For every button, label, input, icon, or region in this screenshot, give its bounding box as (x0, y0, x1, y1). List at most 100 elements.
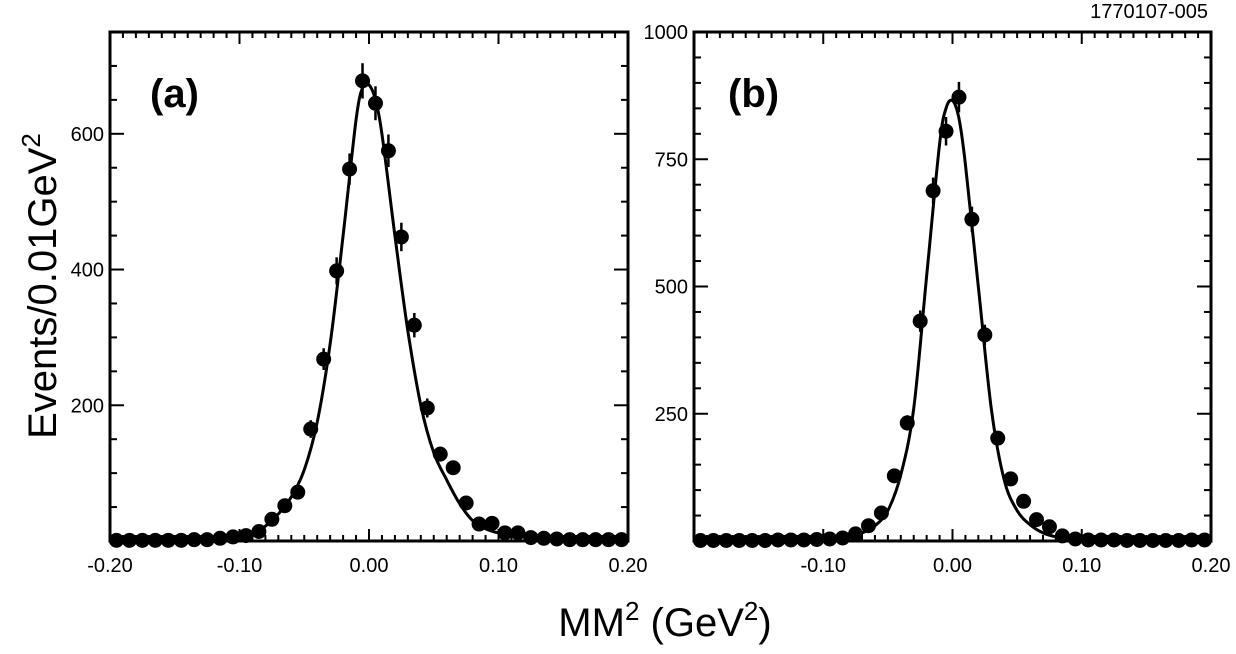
panel-b-data-point (705, 532, 721, 548)
panel-a-data-point (134, 532, 150, 548)
panel-a-axes: -0.20 -0.10 0.00 0.10 0.20 200 400 600 (71, 31, 648, 577)
panel-a-data-point (523, 530, 539, 546)
panel-b-data-point (1184, 532, 1200, 548)
figure-id: 1770107-005 (1090, 1, 1208, 23)
panel-a-data-point (108, 532, 124, 548)
panel-b-data-point (1119, 532, 1135, 548)
panel-b-points (692, 81, 1213, 548)
panel-a-data-point (186, 532, 202, 548)
panel-a-x-tick-label: 0.00 (350, 555, 389, 577)
panel-a-data-point (121, 532, 137, 548)
panel-b-data-point (1171, 532, 1187, 548)
panel-b-data-point (1132, 532, 1148, 548)
panel-a-data-point (471, 516, 487, 532)
panel-b-data-point (899, 415, 915, 431)
panel-a-fit-curve (109, 81, 629, 542)
panel-a-data-point (497, 525, 513, 541)
panel-a-data-point (147, 532, 163, 548)
x-axis-label-pre: MM (558, 601, 625, 645)
panel-a-data-point (264, 511, 280, 527)
panel-b-x-tick-label: 0.20 (1192, 555, 1231, 577)
panel-a-data-point (329, 263, 345, 279)
panel-a-x-tick-label: -0.10 (217, 555, 263, 577)
panel-b-y-tick-label: 250 (655, 404, 688, 426)
panel-a-label: (a) (150, 72, 199, 116)
panel-a-data-point (393, 229, 409, 245)
y-axis-label-text: Events/0.01GeV (21, 147, 65, 439)
panel-a-data-point (367, 95, 383, 111)
panel-b-data-point (1029, 512, 1045, 528)
panel-a-data-point (406, 317, 422, 333)
panel-b-x-tick-label: 0.10 (1062, 555, 1101, 577)
panel-b-data-point (938, 123, 954, 139)
panel-a-data-point (549, 531, 565, 547)
panel-b-x-tick-label: -0.10 (800, 555, 846, 577)
panel-b-data-point (848, 526, 864, 542)
panel-a-data-point (316, 351, 332, 367)
panel-b-data-point (731, 532, 747, 548)
panel-a-data-point (342, 161, 358, 177)
panel-a-x-tick-label: 0.20 (609, 555, 648, 577)
panel-b-data-point (692, 532, 708, 548)
panel-a-y-tick-label: 400 (71, 260, 104, 282)
panel-b-label: (b) (728, 72, 779, 116)
panel-b-data-point (1145, 532, 1161, 548)
panel-b-data-point (1041, 519, 1057, 535)
panel-b-y-tick-label: 500 (655, 277, 688, 299)
panel-b-fit-curve (693, 98, 1212, 543)
panel-b-data-point (951, 89, 967, 105)
panel-a-data-point (614, 532, 630, 548)
panel-a-data-point (432, 446, 448, 462)
panel-b-data-point (1093, 532, 1109, 548)
panel-b-y-tick-label: 1000 (644, 22, 689, 44)
panel-b-data-point (1106, 532, 1122, 548)
panel-a-y-tick-label: 200 (71, 395, 104, 417)
panel-a-x-tick-label: -0.20 (87, 555, 133, 577)
x-axis-label: MM2 (GeV2) (558, 596, 771, 645)
panel-a-data-point (199, 532, 215, 548)
panel-b-data-point (873, 505, 889, 521)
panel-b-data-point (835, 530, 851, 546)
panel-b-data-point (770, 532, 786, 548)
panel-b-data-point (1197, 532, 1213, 548)
panel-b-data-point (718, 532, 734, 548)
panel-a-data-point (445, 460, 461, 476)
panel-a: (a) -0.20 -0.10 0.00 0.10 0.20 200 400 600 (71, 30, 648, 577)
panel-b-data-point (964, 211, 980, 227)
panel-a-data-point (290, 484, 306, 500)
panel-b-data-point (1067, 531, 1083, 547)
panel-b-data-point (1158, 532, 1174, 548)
panel-b-data-point (860, 518, 876, 534)
y-axis-label-sup: 2 (16, 133, 46, 147)
panel-a-x-tick-label: 0.10 (479, 555, 518, 577)
panel-a-data-point (160, 532, 176, 548)
panel-b-data-point (757, 532, 773, 548)
panel-b-data-point (886, 468, 902, 484)
panel-b-data-point (822, 531, 838, 547)
panel-a-data-point (212, 530, 228, 546)
x-axis-label-sup2: 2 (744, 596, 758, 626)
panel-a-data-point (588, 532, 604, 548)
panel-b-data-point (990, 430, 1006, 446)
panel-b-data-point (1016, 493, 1032, 509)
panel-b-data-point (977, 327, 993, 343)
y-axis-label: Events/0.01GeV2 (16, 133, 65, 439)
panel-a-data-point (484, 515, 500, 531)
panel-a-data-point (251, 523, 267, 539)
panel-a-data-point (238, 528, 254, 544)
panel-b-data-point (1054, 528, 1070, 544)
panel-a-data-point (458, 495, 474, 511)
panel-b-data-point (809, 531, 825, 547)
panel-a-data-point (510, 525, 526, 541)
panel-b-data-point (783, 532, 799, 548)
x-axis-label-post: ) (758, 601, 771, 645)
panel-a-y-tick-label: 600 (71, 124, 104, 146)
panel-b: (b) -0.10 0.00 0.10 0.20 250 500 750 1000 (644, 22, 1231, 577)
panel-a-data-point (277, 498, 293, 514)
panel-b-data-point (1080, 532, 1096, 548)
panel-a-data-point (303, 421, 319, 437)
panel-a-data-point (173, 532, 189, 548)
panel-a-data-point (419, 400, 435, 416)
panel-b-data-point (912, 313, 928, 329)
